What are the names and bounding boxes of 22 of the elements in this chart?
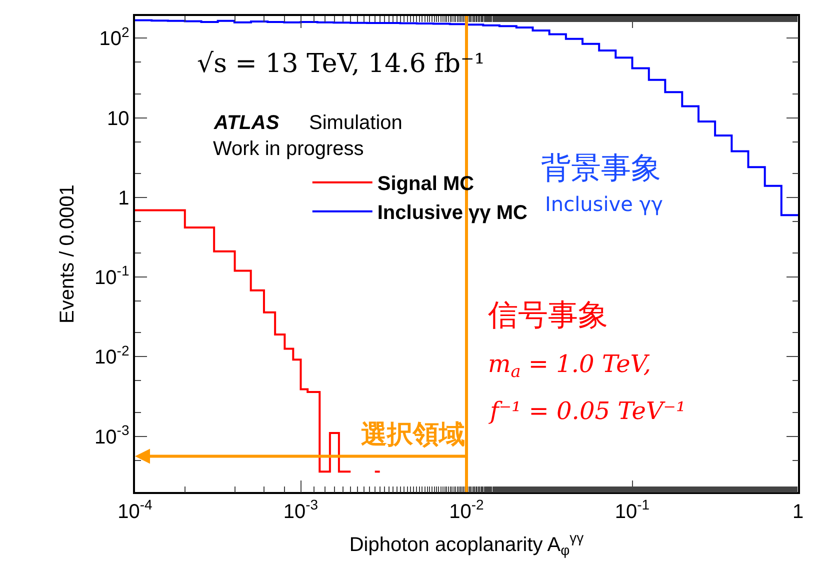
x-tick-label: 10$^{-1}$ — [614, 496, 650, 523]
annotation: 背景事象 — [541, 151, 661, 186]
y-axis-title: Events / 0.0001 — [56, 184, 79, 324]
annotation: f⁻¹ = 0.05 TeV⁻¹ — [488, 397, 686, 425]
y-tick-label: 10 — [107, 108, 130, 130]
annotation: Inclusive γγ — [545, 192, 664, 216]
x-tick-label: 10$^{-3}$ — [283, 496, 318, 523]
x-tick-label: 1 — [792, 500, 804, 523]
y-tick-label: 10$^{-2}$ — [94, 342, 130, 369]
x-tick-label: 10$^{-2}$ — [449, 496, 484, 523]
annotation: m$_{a}$ = 1.0 TeV, — [488, 350, 652, 382]
annotation: 信号事象 — [488, 298, 608, 333]
y-tick-label: 10$^{-1}$ — [94, 262, 130, 290]
annotation: 選択領域 — [361, 420, 465, 450]
y-tick-label: 10$^{2}$ — [99, 24, 130, 50]
x-tick-label: 10$^{-4}$ — [118, 496, 153, 523]
annotation: Work in progress — [213, 138, 364, 160]
annotation: ATLAS — [213, 112, 280, 134]
legend-label: Inclusive γγ MC — [377, 202, 528, 224]
y-tick-label: 1 — [118, 187, 130, 210]
y-tick-label: 10$^{-3}$ — [94, 422, 130, 448]
annotation: Simulation — [309, 112, 402, 134]
